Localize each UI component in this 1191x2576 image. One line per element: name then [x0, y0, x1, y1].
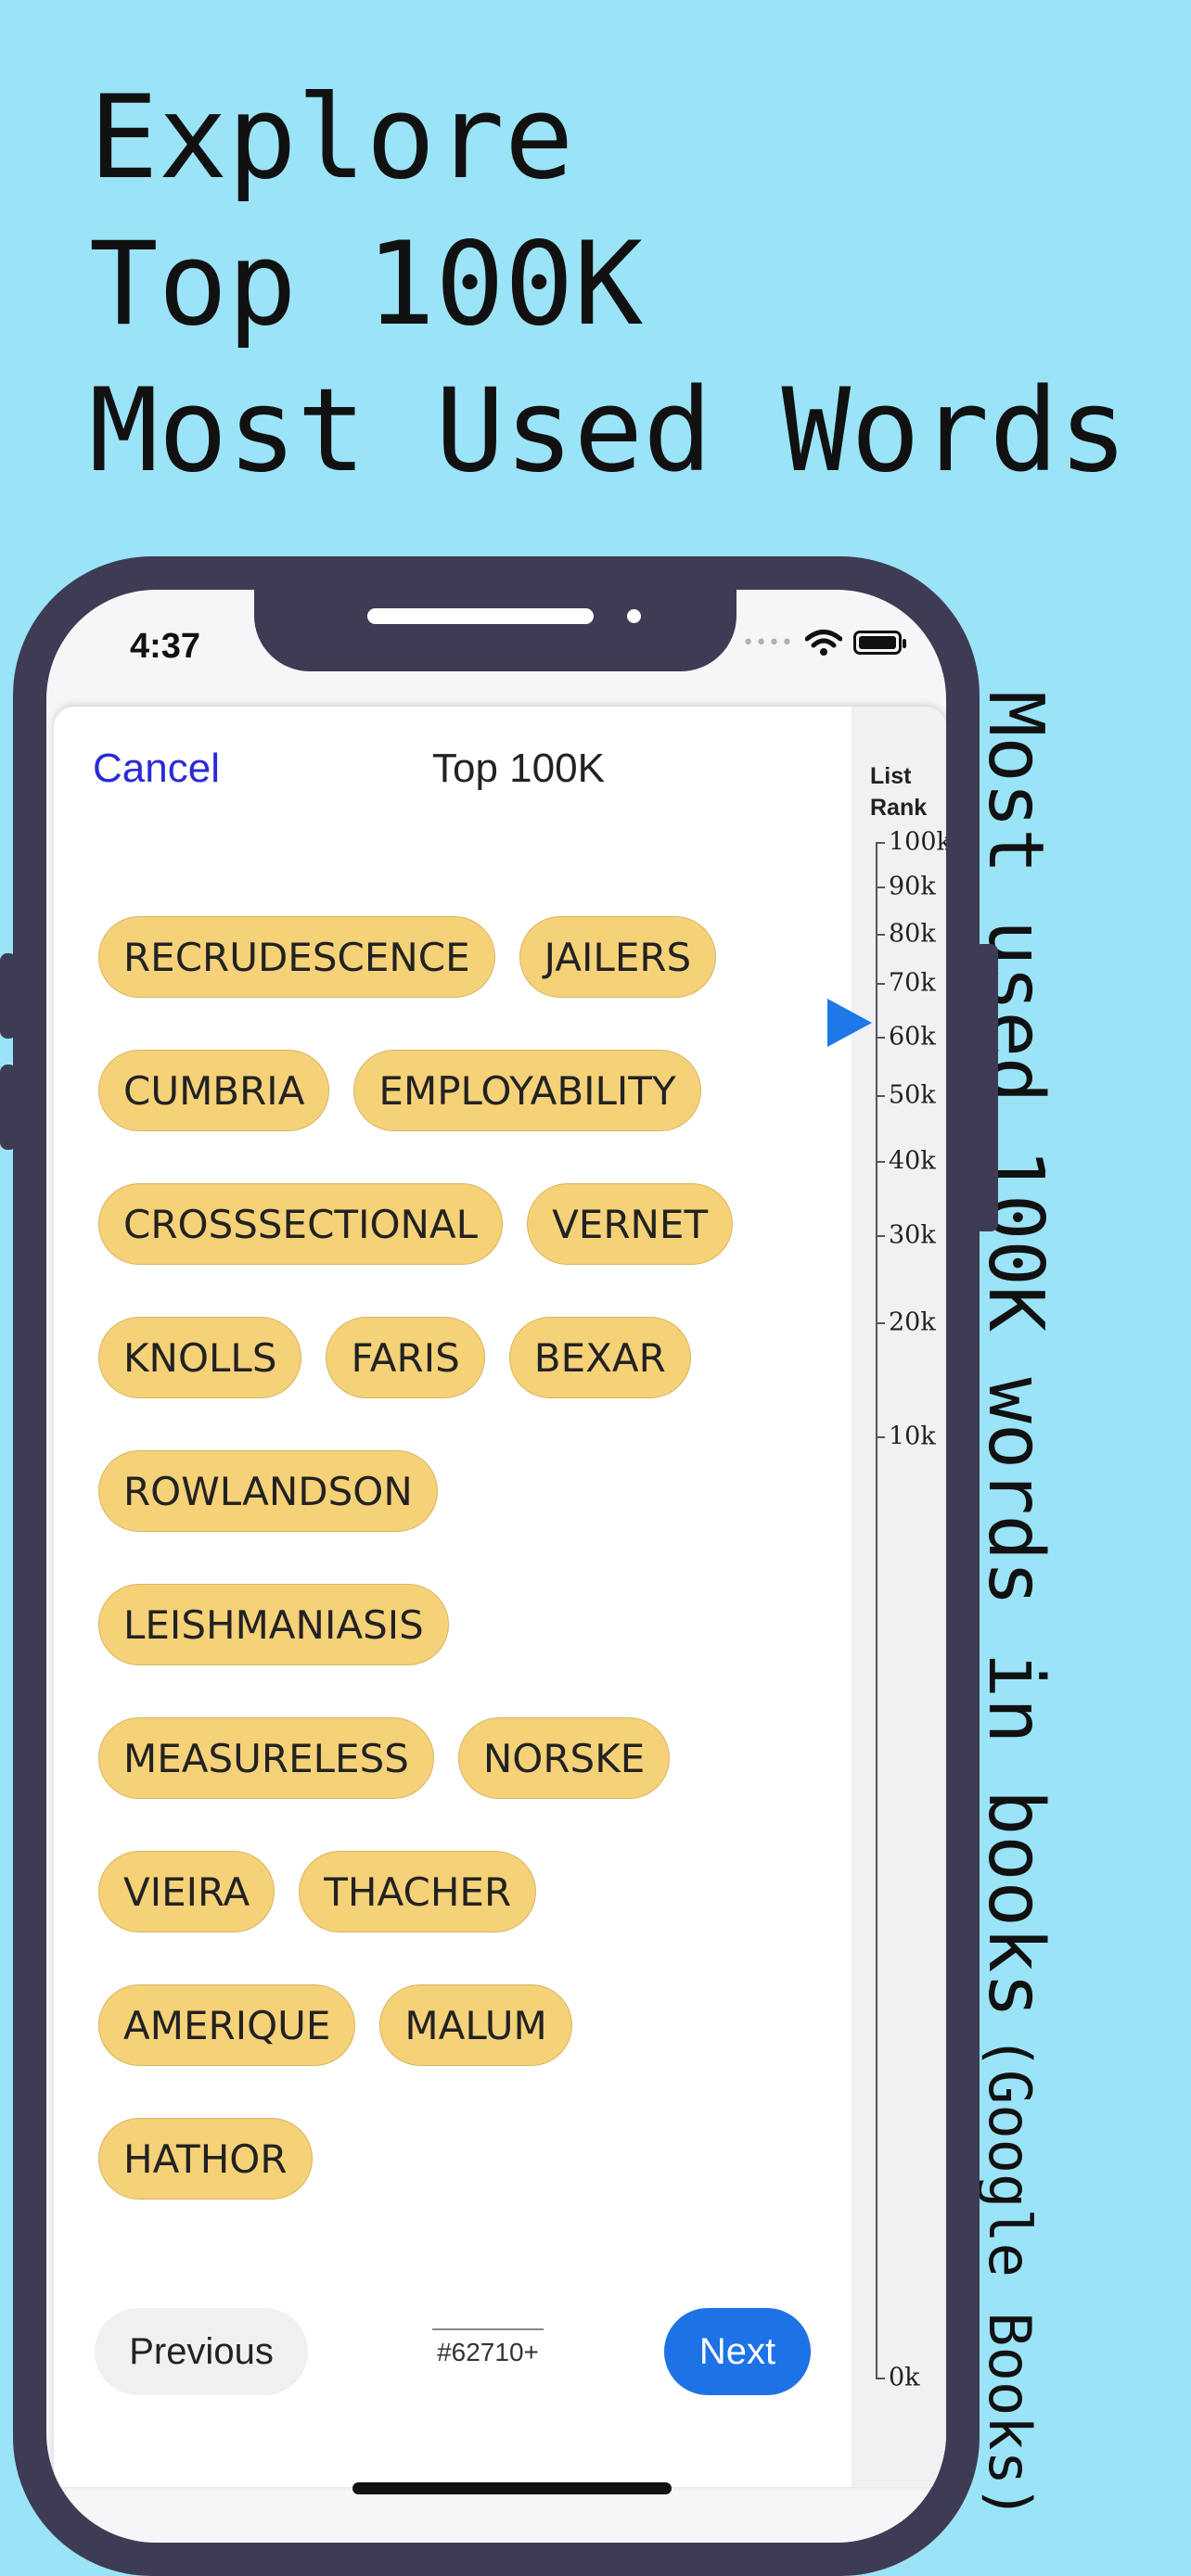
phone-screen: 4:37 •••• Cancel Top 100K RECRUDESCENCE J… [46, 590, 946, 2543]
rank-tick [876, 1435, 885, 1438]
wifi-icon [805, 630, 842, 656]
notch [254, 590, 736, 671]
word-row: KNOLLS FARIS BEXAR [98, 1317, 831, 1398]
headline-line-2: Top 100K [89, 218, 644, 351]
rank-slider[interactable]: List Rank 100k 90k 80k 70k 60k 50k 40k 30k 20k 10… [827, 707, 946, 2487]
previous-button[interactable]: Previous [95, 2308, 308, 2395]
battery-icon [853, 631, 906, 655]
rank-tick [876, 886, 885, 889]
word-row: AMERIQUE MALUM [98, 1984, 831, 2066]
rank-tick [876, 934, 885, 937]
word-row: ROWLANDSON [98, 1450, 831, 1532]
word-chip[interactable]: MALUM [379, 1984, 572, 2066]
rank-tick-label: 10k [889, 1422, 936, 1451]
word-chip[interactable]: BEXAR [508, 1317, 691, 1398]
volume-button [0, 1065, 17, 1150]
next-button[interactable]: Next [664, 2308, 811, 2395]
rank-tick [876, 1322, 885, 1325]
status-time: 4:37 [130, 627, 201, 666]
rank-marker-icon[interactable] [827, 998, 872, 1047]
rank-tick-label: 30k [889, 1220, 936, 1250]
rank-tick [876, 1234, 885, 1237]
word-chip-list: RECRUDESCENCE JAILERS CUMBRIA EMPLOYABILITY… [98, 916, 831, 2200]
sheet-title: Top 100K [432, 746, 605, 791]
word-chip[interactable]: FARIS [326, 1317, 485, 1398]
rank-tick-label: 40k [889, 1146, 936, 1176]
rank-tick-label: 100k [889, 827, 946, 857]
rank-tick [876, 1095, 885, 1098]
side-caption-source: (Google Books) [976, 2034, 1044, 2520]
word-chip[interactable]: AMERIQUE [98, 1984, 356, 2066]
word-chip[interactable]: HATHOR [98, 2118, 313, 2200]
rank-tick [876, 1037, 885, 1039]
phone-frame: 4:37 •••• Cancel Top 100K RECRUDESCENCE J… [13, 556, 980, 2576]
word-row: RECRUDESCENCE JAILERS [98, 916, 831, 998]
rank-title-line-1: List [870, 763, 912, 789]
headline-line-3: Most Used Words [89, 364, 1128, 498]
rank-tick [876, 2378, 885, 2379]
word-chip[interactable]: CROSSSECTIONAL [98, 1183, 504, 1265]
word-row: HATHOR [98, 2118, 831, 2200]
rank-tick-label: 50k [889, 1080, 936, 1110]
rank-tick-label: 20k [889, 1307, 936, 1337]
cellular-signal-icon: •••• [742, 631, 794, 655]
cancel-button[interactable]: Cancel [93, 746, 220, 791]
rank-tick [876, 983, 885, 986]
headline-line-1: Explore [89, 71, 574, 205]
word-chip[interactable]: THACHER [299, 1851, 537, 1932]
word-chip[interactable]: CUMBRIA [98, 1050, 330, 1131]
word-chip[interactable]: EMPLOYABILITY [353, 1050, 701, 1131]
word-chip[interactable]: ROWLANDSON [98, 1450, 438, 1532]
home-indicator[interactable] [352, 2482, 672, 2494]
rank-tick-label: 0k [889, 2363, 920, 2392]
word-row: LEISHMANIASIS [98, 1584, 831, 1665]
word-row: VIEIRA THACHER [98, 1851, 831, 1932]
rank-tick-label: 70k [889, 968, 936, 998]
word-chip[interactable]: JAILERS [519, 916, 717, 998]
word-chip[interactable]: MEASURELESS [98, 1717, 434, 1799]
rank-tick [876, 1161, 885, 1164]
word-chip[interactable]: LEISHMANIASIS [98, 1584, 449, 1665]
word-chip[interactable]: NORSKE [457, 1717, 671, 1799]
word-sheet: Cancel Top 100K RECRUDESCENCE JAILERS CUMB… [54, 707, 946, 2487]
rank-title-line-2: Rank [870, 795, 928, 821]
rank-slider-title: List Rank [870, 760, 927, 823]
speaker [367, 608, 594, 624]
rank-readout: #62710+ [432, 2328, 544, 2367]
rank-tick-label: 80k [889, 919, 936, 949]
status-icons: •••• [742, 629, 906, 657]
rank-tick-label: 60k [889, 1022, 936, 1052]
word-chip[interactable]: KNOLLS [98, 1317, 302, 1398]
side-caption-main: Most used 100K words in books [971, 691, 1059, 2019]
rank-tick-label: 90k [889, 872, 936, 901]
rank-axis-line [876, 842, 877, 2378]
word-row: CUMBRIA EMPLOYABILITY [98, 1050, 831, 1131]
camera-dot [627, 609, 641, 623]
word-row: CROSSSECTIONAL VERNET [98, 1183, 831, 1265]
word-chip[interactable]: VERNET [527, 1183, 734, 1265]
word-row: MEASURELESS NORSKE [98, 1717, 831, 1799]
silent-switch [0, 953, 17, 1039]
promo-headline: Explore Top 100K Most Used Words [89, 65, 1128, 504]
rank-tick [876, 842, 885, 844]
word-chip[interactable]: RECRUDESCENCE [98, 916, 495, 998]
word-chip[interactable]: VIEIRA [98, 1851, 275, 1932]
